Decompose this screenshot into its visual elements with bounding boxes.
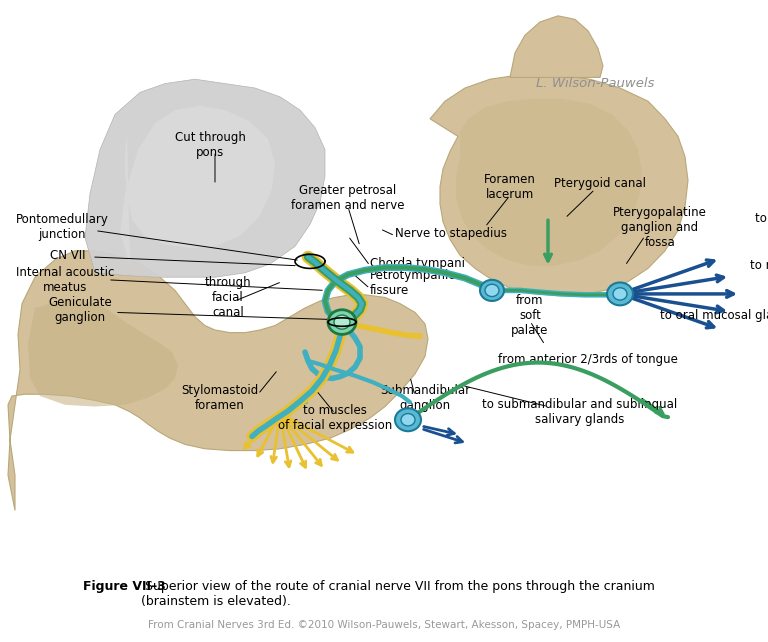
Text: Chorda tympani: Chorda tympani — [370, 257, 465, 270]
Circle shape — [485, 284, 499, 297]
Text: Figure VII–3: Figure VII–3 — [83, 580, 166, 593]
Text: Pontomedullary
junction: Pontomedullary junction — [15, 213, 108, 241]
Text: Petrotympanic
fissure: Petrotympanic fissure — [370, 270, 455, 297]
Polygon shape — [28, 299, 178, 406]
Circle shape — [607, 282, 633, 306]
Text: Submandibular
ganglion: Submandibular ganglion — [380, 384, 470, 412]
Text: Foramen
lacerum: Foramen lacerum — [484, 173, 536, 200]
Polygon shape — [8, 251, 428, 510]
Text: From Cranial Nerves 3rd Ed. ©2010 Wilson-Pauwels, Stewart, Akesson, Spacey, PMPH: From Cranial Nerves 3rd Ed. ©2010 Wilson… — [148, 620, 620, 630]
Text: to submandibular and sublingual
salivary glands: to submandibular and sublingual salivary… — [482, 398, 677, 426]
Circle shape — [613, 288, 627, 300]
Circle shape — [334, 315, 350, 329]
Circle shape — [401, 413, 415, 426]
Circle shape — [480, 280, 504, 301]
Text: to lacrimal gland: to lacrimal gland — [755, 212, 768, 225]
Polygon shape — [510, 16, 603, 78]
Polygon shape — [456, 99, 642, 266]
Text: to nasal mucosal glands: to nasal mucosal glands — [750, 259, 768, 272]
Text: Nerve to stapedius: Nerve to stapedius — [395, 227, 507, 239]
Text: through
facial
canal: through facial canal — [205, 276, 251, 319]
Text: Pterygopalatine
ganglion and
fossa: Pterygopalatine ganglion and fossa — [613, 205, 707, 248]
Text: Internal acoustic
meatus: Internal acoustic meatus — [16, 266, 114, 294]
Text: L. Wilson-Pauwels: L. Wilson-Pauwels — [536, 77, 654, 90]
Text: CN VII: CN VII — [50, 248, 86, 262]
Text: Stylomastoid
foramen: Stylomastoid foramen — [181, 384, 259, 412]
Text: Pterygoid canal: Pterygoid canal — [554, 177, 646, 189]
Text: Cut through
pons: Cut through pons — [174, 131, 246, 159]
Polygon shape — [85, 79, 325, 277]
Polygon shape — [120, 105, 275, 264]
Text: to muscles
of facial expression: to muscles of facial expression — [278, 404, 392, 432]
Text: to oral mucosal glands: to oral mucosal glands — [660, 309, 768, 322]
Circle shape — [328, 309, 356, 334]
Text: Geniculate
ganglion: Geniculate ganglion — [48, 296, 112, 324]
Polygon shape — [430, 75, 688, 296]
Circle shape — [395, 408, 421, 431]
Text: Greater petrosal
foramen and nerve: Greater petrosal foramen and nerve — [291, 184, 405, 212]
Text: from anterior 2/3rds of tongue: from anterior 2/3rds of tongue — [498, 352, 678, 365]
Text: Superior view of the route of cranial nerve VII from the pons through the craniu: Superior view of the route of cranial ne… — [141, 580, 654, 609]
Text: from
soft
palate: from soft palate — [511, 293, 548, 336]
